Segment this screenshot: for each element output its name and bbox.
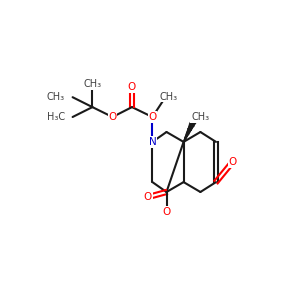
Polygon shape	[184, 116, 198, 142]
Text: H₃C: H₃C	[47, 112, 65, 122]
Text: CH₃: CH₃	[160, 92, 178, 102]
Text: O: O	[162, 207, 171, 217]
Text: O: O	[148, 112, 157, 122]
Text: O: O	[128, 82, 136, 92]
Text: CH₃: CH₃	[83, 79, 101, 89]
Text: CH₃: CH₃	[47, 92, 65, 102]
Text: O: O	[144, 192, 152, 202]
Text: CH₃: CH₃	[191, 112, 209, 122]
Text: O: O	[108, 112, 117, 122]
Text: N: N	[148, 137, 156, 147]
Text: O: O	[228, 157, 237, 167]
Polygon shape	[184, 116, 198, 142]
